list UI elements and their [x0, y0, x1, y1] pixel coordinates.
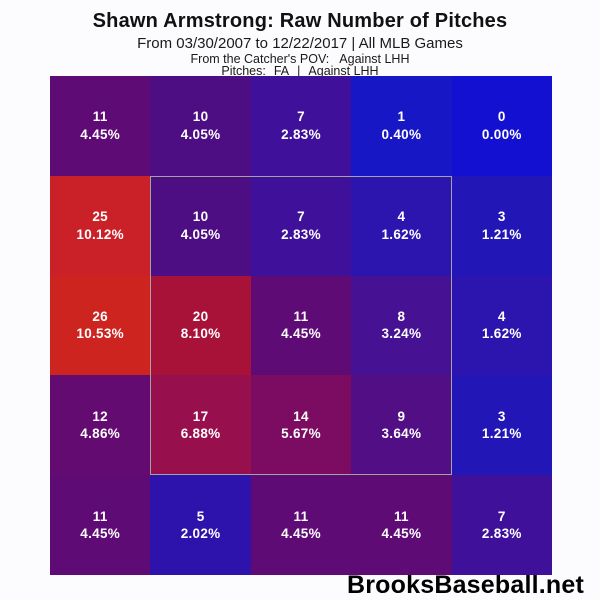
cell-count: 3 — [497, 408, 506, 424]
cell-count: 10 — [192, 109, 209, 125]
cell-pct: 1.21% — [481, 426, 522, 442]
pitches-separator: | — [297, 64, 301, 78]
cell-count: 14 — [293, 408, 309, 424]
heatmap-cell-r4c2: 17 6.88% — [150, 375, 251, 476]
pov-line: From the Catcher's POV: Against LHH — [0, 52, 600, 66]
pitch-location-heatmap: 11 4.45% 10 4.05% 7 2.83% 1 0.40% 0 0.00… — [50, 76, 552, 575]
cell-count: 9 — [397, 408, 406, 424]
cell-pct: 2.83% — [281, 226, 321, 242]
heatmap-cell-r5c4: 11 4.45% — [351, 475, 452, 575]
cell-pct: 4.45% — [281, 526, 321, 542]
cell-pct: 1.62% — [481, 326, 522, 342]
pov-value: Against LHH — [339, 52, 410, 66]
cell-pct: 10.53% — [76, 326, 124, 342]
date-range-subtitle: From 03/30/2007 to 12/22/2017 | All MLB … — [137, 35, 463, 52]
cell-count: 11 — [293, 308, 309, 324]
cell-count: 4 — [397, 209, 406, 225]
heatmap-cell-r2c4: 4 1.62% — [351, 175, 452, 276]
heatmap-cell-r3c5: 4 1.62% — [451, 275, 552, 376]
cell-count: 20 — [192, 308, 209, 324]
brooksbaseball-brand: BrooksBaseball.net — [346, 571, 584, 599]
heatmap-cell-r4c1: 12 4.86% — [50, 375, 151, 476]
cell-count: 11 — [92, 109, 108, 125]
cell-count: 4 — [497, 308, 506, 324]
heatmap-cell-r1c1: 11 4.45% — [50, 76, 151, 176]
heatmap-cell-r4c3: 14 5.67% — [250, 375, 352, 476]
cell-pct: 1.21% — [481, 226, 522, 242]
pitches-vs-value: Against LHH — [308, 64, 379, 78]
cell-count: 7 — [297, 209, 305, 225]
cell-pct: 4.86% — [80, 426, 121, 442]
heatmap-cell-r4c5: 3 1.21% — [451, 375, 552, 476]
heatmap-cell-r1c2: 10 4.05% — [150, 76, 251, 176]
cell-count: 26 — [92, 308, 108, 324]
cell-pct: 4.45% — [80, 126, 121, 142]
cell-count: 7 — [297, 109, 305, 125]
cell-count: 0 — [497, 109, 506, 125]
heatmap-cell-r3c1: 26 10.53% — [50, 275, 151, 376]
heatmap-cell-r5c1: 11 4.45% — [50, 475, 151, 575]
cell-pct: 8.10% — [180, 326, 221, 342]
heatmap-cell-r5c3: 11 4.45% — [250, 475, 352, 575]
heatmap-cell-r3c4: 8 3.24% — [351, 275, 452, 376]
pov-label: From the Catcher's POV: — [190, 52, 330, 66]
cell-count: 25 — [92, 209, 108, 225]
pitches-line: Pitches: FA | Against LHH — [0, 64, 600, 78]
heatmap-grid: 11 4.45% 10 4.05% 7 2.83% 1 0.40% 0 0.00… — [50, 76, 552, 575]
cell-count: 3 — [497, 209, 506, 225]
heatmap-cell-r5c2: 5 2.02% — [150, 475, 251, 575]
heatmap-cell-r3c3: 11 4.45% — [250, 275, 352, 376]
cell-count: 11 — [293, 508, 309, 524]
heatmap-cell-r2c5: 3 1.21% — [451, 175, 552, 276]
cell-pct: 6.88% — [180, 426, 221, 442]
pitch-type-value: FA — [273, 64, 290, 78]
heatmap-cell-r2c1: 25 10.12% — [50, 175, 151, 276]
cell-pct: 2.83% — [281, 126, 321, 142]
cell-pct: 4.45% — [381, 526, 422, 542]
cell-count: 17 — [192, 408, 209, 424]
page-title: Shawn Armstrong: Raw Number of Pitches — [92, 10, 508, 32]
cell-count: 12 — [92, 408, 108, 424]
heatmap-cell-r1c3: 7 2.83% — [250, 76, 352, 176]
cell-pct: 2.83% — [481, 526, 522, 542]
cell-pct: 4.45% — [80, 526, 121, 542]
cell-count: 7 — [497, 508, 506, 524]
cell-count: 1 — [397, 109, 406, 125]
heatmap-cell-r5c5: 7 2.83% — [451, 475, 552, 575]
cell-pct: 0.00% — [481, 126, 522, 142]
heatmap-cell-r2c3: 7 2.83% — [250, 175, 352, 276]
cell-count: 10 — [192, 209, 209, 225]
cell-pct: 10.12% — [76, 226, 124, 242]
cell-pct: 4.45% — [281, 326, 321, 342]
cell-pct: 4.05% — [180, 226, 221, 242]
cell-count: 8 — [397, 308, 406, 324]
cell-count: 11 — [92, 508, 108, 524]
cell-pct: 3.24% — [381, 326, 422, 342]
heatmap-cell-r2c2: 10 4.05% — [150, 175, 251, 276]
heatmap-cell-r3c2: 20 8.10% — [150, 275, 251, 376]
heatmap-cell-r1c4: 1 0.40% — [351, 76, 452, 176]
pitches-label: Pitches: — [221, 64, 266, 78]
cell-pct: 2.02% — [180, 526, 221, 542]
cell-pct: 1.62% — [381, 226, 422, 242]
cell-pct: 0.40% — [381, 126, 422, 142]
cell-pct: 3.64% — [381, 426, 422, 442]
heatmap-cell-r1c5: 0 0.00% — [451, 76, 552, 176]
cell-pct: 5.67% — [281, 426, 321, 442]
cell-count: 5 — [196, 508, 205, 524]
cell-pct: 4.05% — [180, 126, 221, 142]
cell-count: 11 — [393, 508, 409, 524]
heatmap-cell-r4c4: 9 3.64% — [351, 375, 452, 476]
